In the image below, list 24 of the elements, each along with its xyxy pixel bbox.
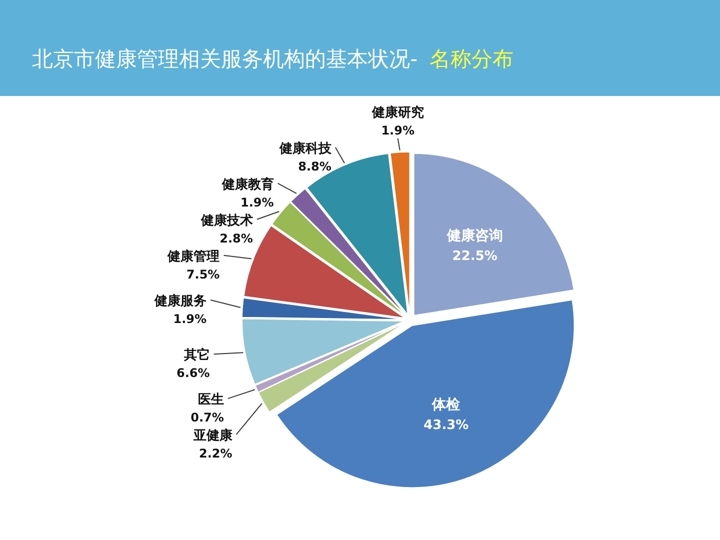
- data-label: 22.5%: [452, 248, 498, 264]
- data-label: 2.8%: [220, 231, 253, 246]
- slice-label: 亚健康: [192, 428, 234, 444]
- data-label: 0.7%: [190, 410, 224, 425]
- chart-subtitle: 名称分布: [430, 47, 514, 71]
- data-label: 7.5%: [186, 267, 220, 282]
- slice-label: 健康管理: [166, 248, 220, 264]
- data-label: 43.3%: [424, 418, 469, 434]
- slice-label: 健康服务: [154, 292, 207, 309]
- chart-title: 北京市健康管理相关服务机构的基本状况-: [32, 47, 418, 71]
- slice-label: 医生: [198, 392, 224, 408]
- data-label: 1.9%: [173, 312, 207, 326]
- data-label: 6.6%: [176, 366, 210, 380]
- slice-label: 健康教育: [220, 176, 274, 192]
- slice-label: 健康咨询: [446, 226, 503, 244]
- data-label: 8.8%: [298, 159, 332, 174]
- data-label: 1.9%: [381, 123, 414, 138]
- slice-label: 健康科技: [278, 140, 332, 156]
- slice-label: 其它: [182, 347, 210, 364]
- slice-label: 健康技术: [200, 212, 253, 228]
- data-label: 1.9%: [240, 195, 274, 210]
- slice-label: 健康研究: [370, 104, 424, 120]
- data-label: 2.2%: [198, 446, 232, 461]
- slice-label: 体检: [431, 397, 462, 414]
